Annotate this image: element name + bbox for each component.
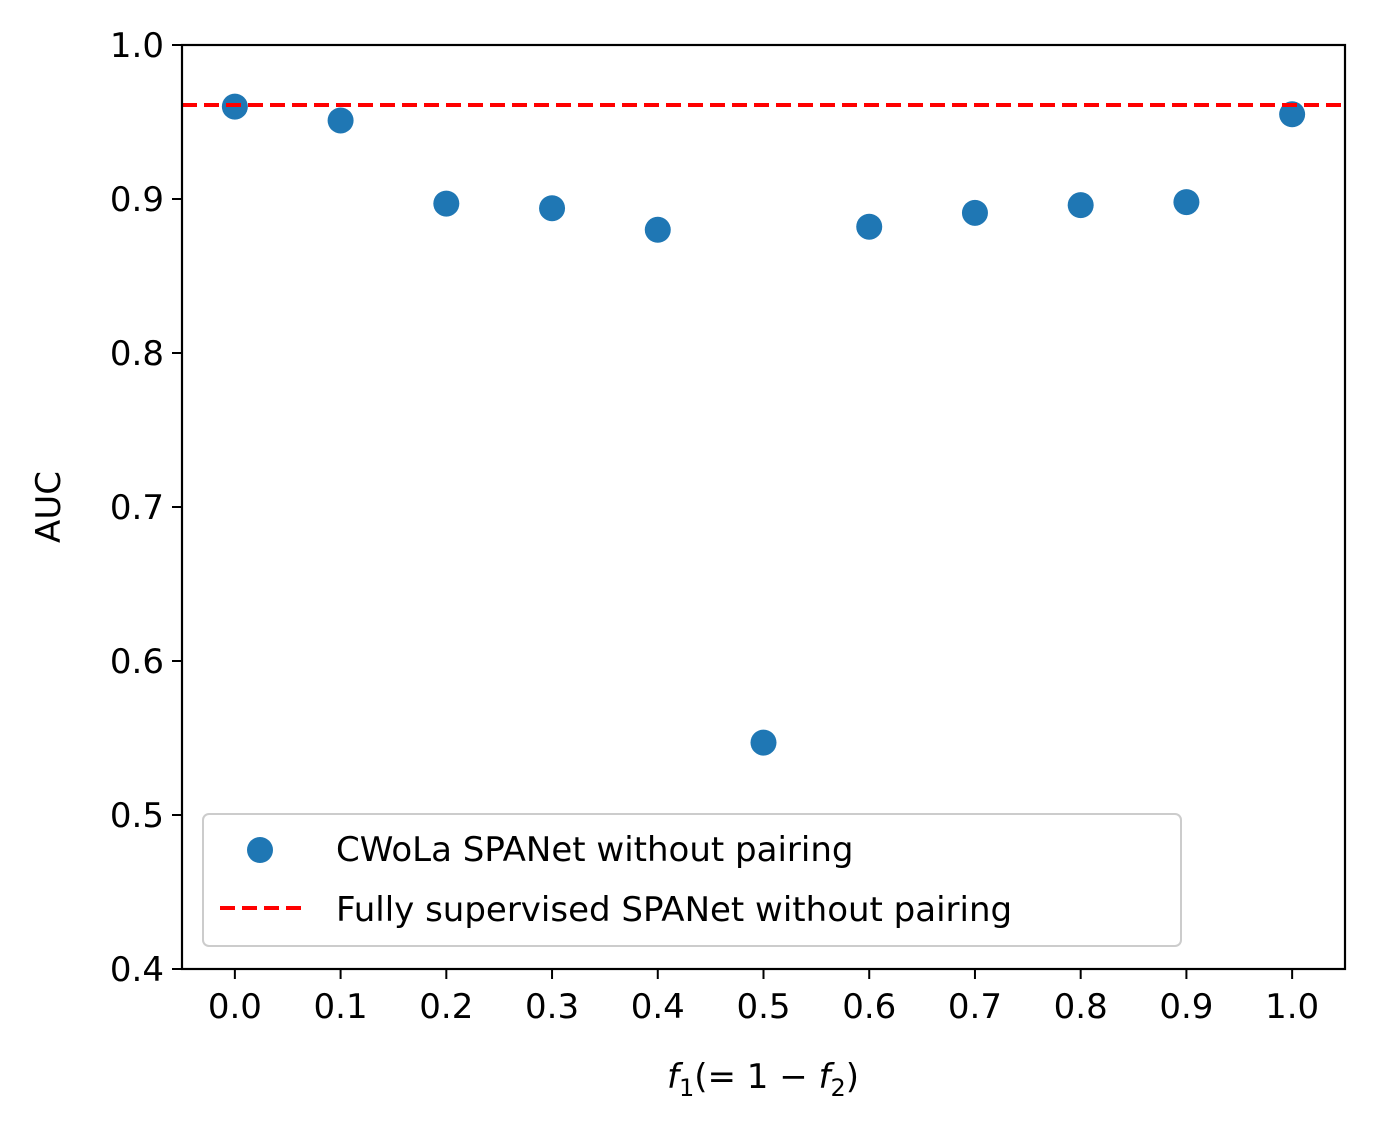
x-tick-label: 0.7: [948, 987, 1002, 1027]
data-point: [644, 216, 671, 243]
data-point: [1067, 192, 1094, 219]
legend: CWoLa SPANet without pairing Fully super…: [202, 813, 1182, 947]
data-point: [961, 199, 988, 226]
x-axis-label: f1(= 1 − f2): [667, 1057, 859, 1102]
x-tick-label: 0.6: [842, 987, 896, 1027]
x-axis: 0.0 0.1 0.2 0.3 0.4 0.5 0.6 0.7 0.8 0.9 1.0: [208, 969, 1319, 1027]
data-point: [1279, 101, 1306, 128]
data-point: [539, 195, 566, 222]
y-tick-label: 0.9: [110, 180, 164, 220]
x-label-mid: (= 1 −: [694, 1057, 818, 1097]
x-label-end: ): [846, 1057, 859, 1097]
x-tick-label: 0.1: [314, 987, 368, 1027]
y-axis-label: AUC: [29, 471, 69, 543]
x-tick-label: 0.0: [208, 987, 262, 1027]
y-tick-label: 0.4: [110, 950, 164, 990]
data-point: [856, 213, 883, 240]
y-tick-label: 0.8: [110, 334, 164, 374]
y-axis: 0.4 0.5 0.6 0.7 0.8 0.9 1.0: [110, 26, 182, 990]
y-tick-label: 0.7: [110, 488, 164, 528]
y-tick-label: 0.6: [110, 642, 164, 682]
x-tick-label: 0.9: [1159, 987, 1213, 1027]
legend-label-supervised: Fully supervised SPANet without pairing: [336, 890, 1012, 930]
legend-marker-cwola: [247, 837, 273, 863]
data-point: [750, 729, 777, 756]
x-label-sub1: 1: [679, 1074, 694, 1102]
y-tick-label: 0.5: [110, 796, 164, 836]
x-tick-label: 0.3: [525, 987, 579, 1027]
legend-box: [202, 813, 1182, 947]
x-tick-label: 0.2: [419, 987, 473, 1027]
data-point: [327, 107, 354, 134]
data-point: [1173, 189, 1200, 216]
y-tick-label: 1.0: [110, 26, 164, 66]
x-tick-label: 0.4: [631, 987, 685, 1027]
data-point: [433, 190, 460, 217]
x-tick-label: 1.0: [1265, 987, 1319, 1027]
x-label-sub2: 2: [831, 1074, 846, 1102]
x-tick-label: 0.8: [1054, 987, 1108, 1027]
legend-label-cwola: CWoLa SPANet without pairing: [336, 830, 853, 870]
x-tick-label: 0.5: [736, 987, 790, 1027]
plot-marks: [182, 93, 1345, 756]
